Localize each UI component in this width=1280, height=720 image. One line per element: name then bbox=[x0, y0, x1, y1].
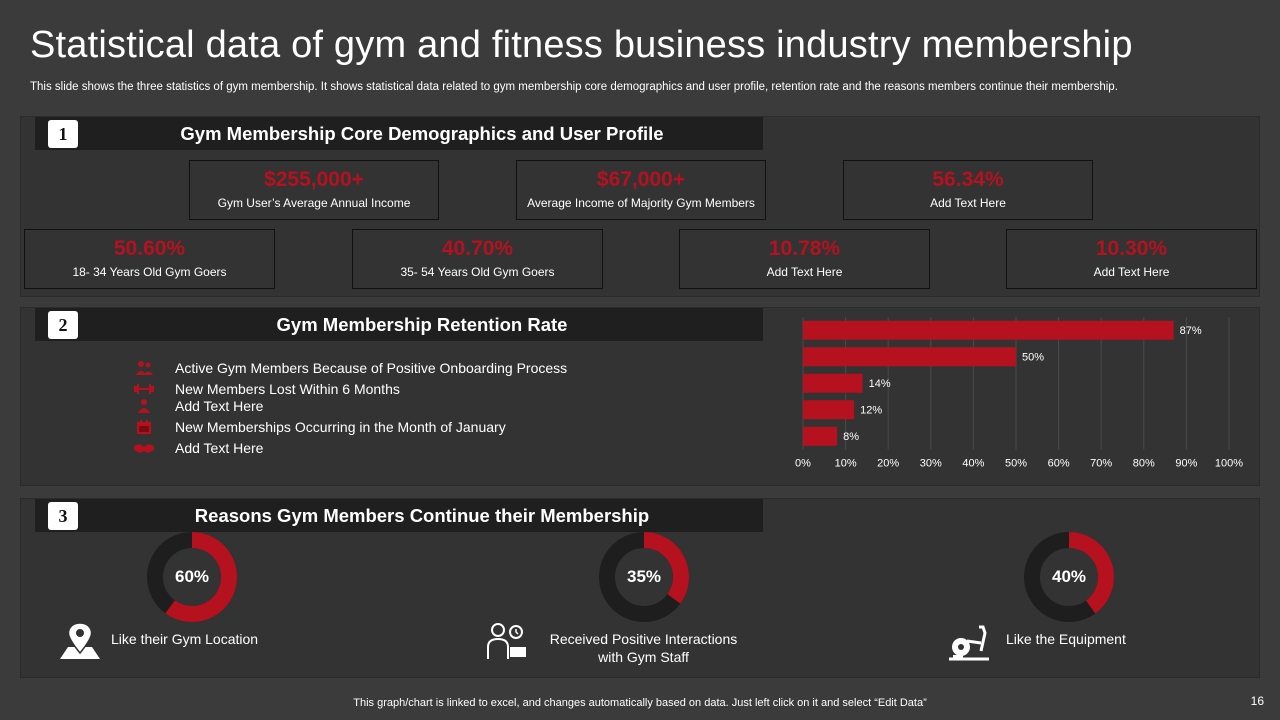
bar-data-label: 8% bbox=[843, 431, 859, 443]
stat-value: 56.34% bbox=[932, 168, 1004, 191]
x-tick-label: 10% bbox=[835, 458, 857, 470]
bar-data-label: 50% bbox=[1022, 351, 1044, 363]
section-title: Gym Membership Retention Rate bbox=[276, 314, 568, 335]
donut-chart: 40% bbox=[1019, 527, 1119, 627]
slide-title: Statistical data of gym and fitness busi… bbox=[30, 24, 1133, 66]
footer-note: This graph/chart is linked to excel, and… bbox=[353, 697, 927, 709]
person-icon bbox=[138, 399, 150, 413]
section-title: Reasons Gym Members Continue their Membe… bbox=[194, 505, 650, 526]
calendar-icon bbox=[137, 420, 151, 434]
x-tick-label: 30% bbox=[920, 458, 942, 470]
stat-card: $255,000+ Gym User’s Average Annual Inco… bbox=[189, 160, 439, 220]
bar bbox=[803, 426, 838, 446]
x-tick-label: 60% bbox=[1048, 458, 1070, 470]
reason-label: Like the Equipment bbox=[1006, 630, 1156, 648]
stat-label: Add Text Here bbox=[766, 265, 843, 279]
donut-segment bbox=[147, 532, 237, 622]
section-number-badge: 3 bbox=[48, 502, 78, 530]
bar bbox=[803, 400, 855, 420]
stat-label: Add Text Here bbox=[930, 196, 1006, 210]
x-tick-label: 80% bbox=[1133, 458, 1155, 470]
stat-value: 10.78% bbox=[768, 237, 841, 260]
bar bbox=[803, 347, 1016, 367]
stat-value: 50.60% bbox=[113, 237, 186, 260]
x-tick-label: 20% bbox=[877, 458, 899, 470]
section-header: 1 Gym Membership Core Demographics and U… bbox=[35, 117, 763, 150]
dumbbell-icon bbox=[134, 384, 154, 394]
donut-segment bbox=[1024, 532, 1114, 622]
stat-card: 40.70% 35- 54 Years Old Gym Goers bbox=[352, 229, 603, 289]
bar bbox=[803, 320, 1174, 340]
x-tick-label: 40% bbox=[962, 458, 984, 470]
bar-data-label: 87% bbox=[1180, 325, 1202, 337]
reason-label-line: Received Positive Interactions bbox=[549, 631, 738, 647]
section-header: 3 Reasons Gym Members Continue their Mem… bbox=[35, 499, 763, 532]
stat-label: 35- 54 Years Old Gym Goers bbox=[400, 265, 555, 279]
x-tick-label: 90% bbox=[1175, 458, 1197, 470]
section-number-badge: 1 bbox=[48, 120, 78, 148]
reason-label: Like their Gym Location bbox=[111, 630, 311, 648]
reason-label-line: Like the Equipment bbox=[1006, 631, 1126, 647]
stat-value: 40.70% bbox=[441, 237, 514, 260]
donut-svg bbox=[1024, 532, 1114, 622]
donut-segment bbox=[599, 532, 689, 622]
donut-value: 60% bbox=[174, 567, 210, 586]
retention-panel: 2 Gym Membership Retention Rate Active G… bbox=[20, 307, 1260, 486]
demographics-panel: 1 Gym Membership Core Demographics and U… bbox=[20, 116, 1260, 297]
stat-value: $255,000+ bbox=[264, 168, 364, 191]
stat-card: $67,000+ Average Income of Majority Gym … bbox=[516, 160, 766, 220]
gym-staff-icon bbox=[487, 623, 526, 659]
x-tick-label: 50% bbox=[1005, 458, 1027, 470]
stat-value: 10.30% bbox=[1095, 237, 1168, 260]
stat-label: Add Text Here bbox=[1093, 265, 1170, 279]
stat-card: 10.30% Add Text Here bbox=[1006, 229, 1257, 289]
x-tick-label: 70% bbox=[1090, 458, 1112, 470]
donut-value: 40% bbox=[1051, 567, 1087, 586]
page-number: 16 bbox=[1250, 694, 1264, 708]
handshake-icon bbox=[134, 444, 154, 453]
x-tick-label: 100% bbox=[1215, 458, 1243, 470]
bar bbox=[803, 373, 863, 393]
reasons-panel: 3 Reasons Gym Members Continue their Mem… bbox=[20, 498, 1260, 678]
legend-label: New Memberships Occurring in the Month o… bbox=[175, 419, 506, 435]
donut-chart: 60% bbox=[142, 527, 242, 627]
donut-svg bbox=[147, 532, 237, 622]
donut-chart: 35% bbox=[594, 527, 694, 627]
bar-data-label: 12% bbox=[860, 404, 882, 416]
legend-label: Add Text Here bbox=[175, 398, 264, 414]
stat-label: Average Income of Majority Gym Members bbox=[527, 196, 755, 210]
group-icon bbox=[136, 361, 153, 375]
donut-svg bbox=[599, 532, 689, 622]
stat-card: 50.60% 18- 34 Years Old Gym Goers bbox=[24, 229, 275, 289]
section-header: 2 Gym Membership Retention Rate bbox=[35, 308, 763, 341]
exercise-bike-icon bbox=[949, 625, 989, 661]
legend-label: New Members Lost Within 6 Months bbox=[175, 381, 400, 397]
legend-label: Active Gym Members Because of Positive O… bbox=[175, 360, 568, 376]
section-title: Gym Membership Core Demographics and Use… bbox=[180, 123, 664, 144]
stat-card: 10.78% Add Text Here bbox=[679, 229, 930, 289]
reason-label: Received Positive Interactions with Gym … bbox=[541, 630, 746, 666]
location-map-icon bbox=[60, 622, 100, 659]
legend-label: Add Text Here bbox=[175, 440, 264, 456]
stat-card: 56.34% Add Text Here bbox=[843, 160, 1093, 220]
stat-value: $67,000+ bbox=[596, 168, 686, 191]
slide-subtitle: This slide shows the three statistics of… bbox=[30, 81, 1118, 93]
x-tick-label: 0% bbox=[795, 458, 811, 470]
bar-data-label: 14% bbox=[869, 378, 891, 390]
donut-value: 35% bbox=[626, 567, 662, 586]
stat-label: Gym User’s Average Annual Income bbox=[217, 196, 411, 210]
retention-bar-chart: 0% 10% 20% 30% 40% 50% 60% 70% 80% 90% 100% 87% 50% 1… bbox=[795, 317, 1243, 470]
stat-label: 18- 34 Years Old Gym Goers bbox=[72, 265, 227, 279]
reason-label-line: with Gym Staff bbox=[598, 649, 689, 665]
section-number-badge: 2 bbox=[48, 311, 78, 339]
reason-label-line: Like their Gym Location bbox=[111, 631, 259, 647]
